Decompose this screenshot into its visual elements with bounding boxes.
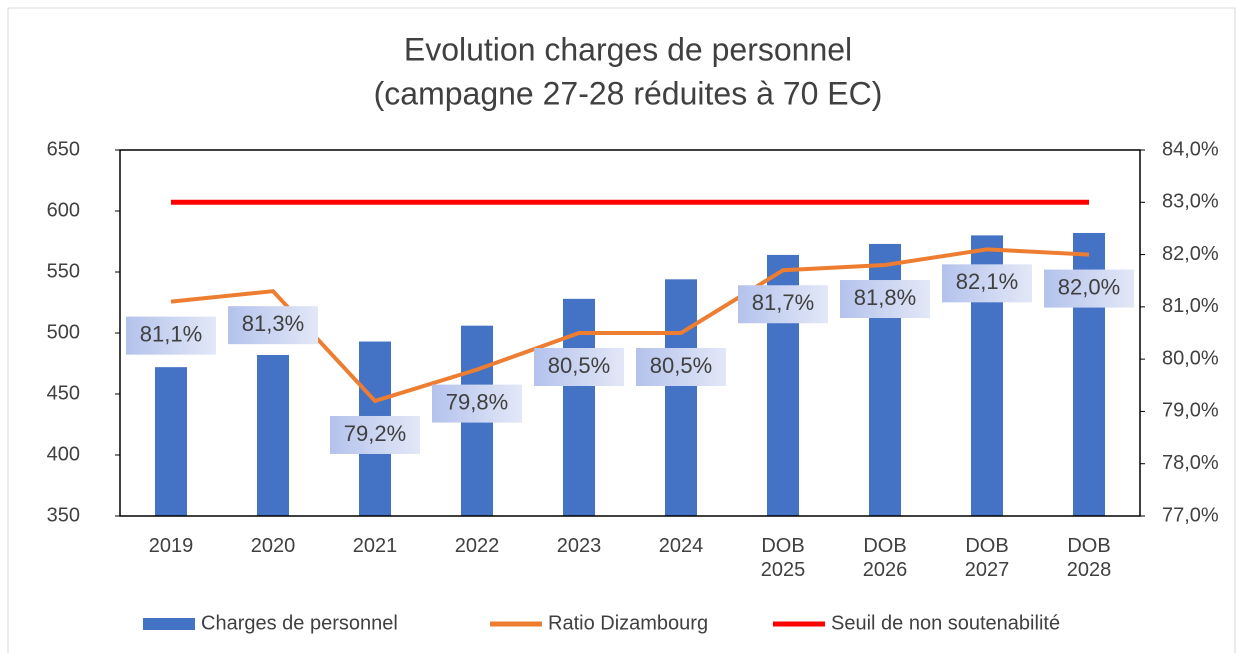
chart-title: Evolution charges de personnel — [404, 31, 852, 67]
chart-border — [7, 7, 1236, 653]
data-label-box — [942, 264, 1032, 303]
y2-tick-label: 81,0% — [1162, 295, 1219, 317]
x-tick-label: DOB 2028 — [1066, 535, 1112, 581]
legend-label: Ratio Dizambourg — [548, 612, 708, 634]
y2-tick-label: 80,0% — [1162, 347, 1219, 369]
legend-label: Charges de personnel — [201, 612, 398, 634]
x-tick-label: DOB 2025 — [760, 535, 806, 581]
plot-border — [119, 149, 1141, 517]
x-tick-label: 2023 — [556, 535, 602, 557]
bar — [257, 354, 289, 516]
bar — [665, 279, 697, 516]
data-label: 79,8% — [446, 389, 508, 414]
data-label-box — [330, 415, 420, 454]
data-label-box — [738, 285, 828, 324]
line — [170, 247, 1090, 404]
data-label: 82,0% — [1058, 274, 1120, 299]
y-tick-label: 450 — [47, 382, 80, 404]
legend-label: Seuil de non soutenabilité — [831, 612, 1060, 634]
x-tick-label: 2021 — [352, 535, 398, 557]
x-tick-label: 2024 — [658, 535, 704, 557]
data-label: 79,2% — [344, 421, 406, 446]
data-label-box — [126, 316, 216, 355]
y2-tick-label: 78,0% — [1162, 452, 1219, 474]
y-tick-label: 600 — [47, 199, 80, 221]
data-label-box — [636, 348, 726, 386]
x-tick-label: DOB 2026 — [862, 535, 908, 581]
y2-tick-label: 77,0% — [1162, 504, 1219, 526]
y-tick-label: 500 — [47, 321, 80, 343]
data-label-box — [1044, 269, 1134, 308]
data-label: 81,3% — [242, 311, 304, 336]
y2-tick-label: 83,0% — [1162, 191, 1219, 213]
x-tick-label: 2019 — [148, 535, 194, 557]
data-label-box — [534, 348, 624, 386]
data-label: 81,8% — [854, 285, 916, 310]
y-tick-label: 350 — [47, 504, 80, 526]
x-tick-label: 2022 — [454, 535, 500, 557]
x-tick-label: 2020 — [250, 535, 296, 557]
data-label: 82,1% — [956, 269, 1018, 294]
y-tick-label: 650 — [47, 138, 80, 160]
bar — [155, 367, 187, 516]
x-tick-label: DOB 2027 — [964, 535, 1010, 581]
data-label: 80,5% — [650, 353, 712, 378]
y-tick-label: 550 — [47, 260, 80, 282]
data-label-box — [432, 384, 522, 423]
data-label: 81,7% — [752, 290, 814, 315]
data-label-box — [840, 280, 930, 319]
y-tick-label: 400 — [47, 443, 80, 465]
data-label: 81,1% — [140, 321, 202, 346]
y2-tick-label: 79,0% — [1162, 400, 1219, 422]
chart-subtitle: (campagne 27-28 réduites à 70 EC) — [374, 75, 883, 111]
data-label-box — [228, 306, 318, 345]
y2-tick-label: 82,0% — [1162, 243, 1219, 265]
legend-swatch — [143, 618, 195, 630]
y2-tick-label: 84,0% — [1162, 138, 1219, 160]
data-label: 80,5% — [548, 353, 610, 378]
